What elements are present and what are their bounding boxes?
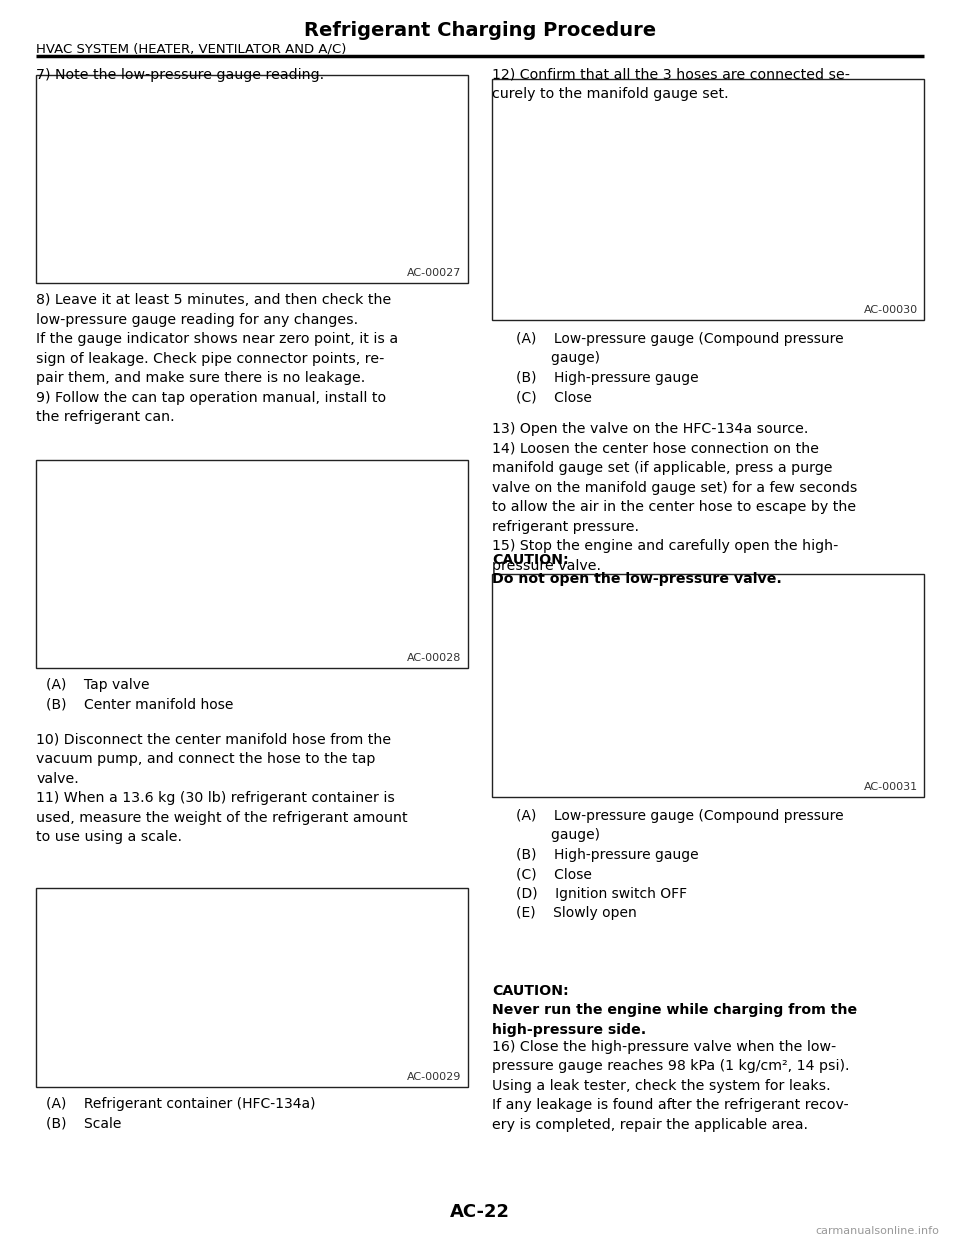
Text: (A)    Refrigerant container (HFC-134a)
(B)    Scale: (A) Refrigerant container (HFC-134a) (B)… [46,1097,316,1130]
Text: 12) Confirm that all the 3 hoses are connected se-
curely to the manifold gauge : 12) Confirm that all the 3 hoses are con… [492,68,851,101]
Text: CAUTION:
Never run the engine while charging from the
high-pressure side.: CAUTION: Never run the engine while char… [492,984,857,1037]
Text: CAUTION:
Do not open the low-pressure valve.: CAUTION: Do not open the low-pressure va… [492,553,782,586]
Text: (A)    Low-pressure gauge (Compound pressure
        gauge)
(B)    High-pressure: (A) Low-pressure gauge (Compound pressur… [516,332,844,404]
Text: 10) Disconnect the center manifold hose from the
vacuum pump, and connect the ho: 10) Disconnect the center manifold hose … [36,733,408,845]
Bar [36,75,468,283]
Text: AC-00031: AC-00031 [864,782,918,792]
Text: AC-00030: AC-00030 [864,306,918,315]
Text: 16) Close the high-pressure valve when the low-
pressure gauge reaches 98 kPa (1: 16) Close the high-pressure valve when t… [492,1040,850,1131]
Text: (A)    Tap valve
(B)    Center manifold hose: (A) Tap valve (B) Center manifold hose [46,678,233,712]
Text: AC-00029: AC-00029 [407,1072,462,1082]
Text: 13) Open the valve on the HFC-134a source.
14) Loosen the center hose connection: 13) Open the valve on the HFC-134a sourc… [492,422,858,573]
Text: AC-00027: AC-00027 [407,268,462,278]
Bar [492,574,924,797]
Text: (A)    Low-pressure gauge (Compound pressure
        gauge)
(B)    High-pressure: (A) Low-pressure gauge (Compound pressur… [516,809,844,920]
Bar [36,888,468,1087]
Text: 7) Note the low-pressure gauge reading.: 7) Note the low-pressure gauge reading. [36,68,324,82]
Text: 8) Leave it at least 5 minutes, and then check the
low-pressure gauge reading fo: 8) Leave it at least 5 minutes, and then… [36,293,398,424]
Text: Refrigerant Charging Procedure: Refrigerant Charging Procedure [304,21,656,40]
Text: HVAC SYSTEM (HEATER, VENTILATOR AND A/C): HVAC SYSTEM (HEATER, VENTILATOR AND A/C) [36,42,347,56]
Text: AC-22: AC-22 [450,1203,510,1221]
Bar [492,79,924,320]
Text: AC-00028: AC-00028 [407,653,462,663]
Text: carmanualsonline.info: carmanualsonline.info [815,1226,939,1236]
Bar [36,460,468,668]
